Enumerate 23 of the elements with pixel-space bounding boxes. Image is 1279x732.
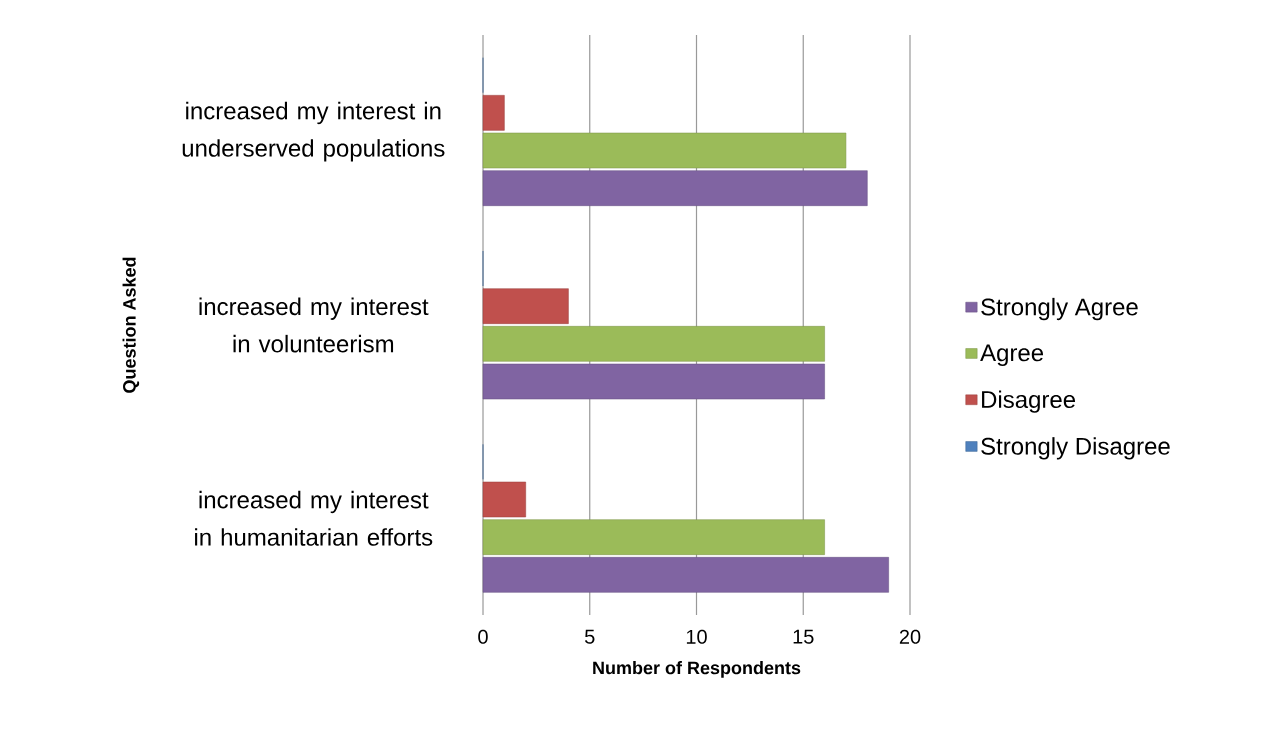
bar bbox=[482, 132, 847, 169]
x-tick-label: 0 bbox=[478, 629, 488, 644]
legend-label: Agree bbox=[980, 344, 1044, 367]
bar bbox=[482, 288, 569, 324]
y-tick-label: increased my interest in volunteerism bbox=[199, 297, 429, 353]
bar bbox=[482, 557, 889, 593]
x-tick-label: 15 bbox=[793, 629, 814, 644]
bar bbox=[482, 170, 868, 206]
y-axis-title: Question Asked bbox=[122, 257, 140, 393]
y-tick-label: increased my interest in underserved populations bbox=[182, 101, 445, 162]
bar bbox=[482, 363, 825, 400]
x-tick-label: 10 bbox=[686, 629, 707, 644]
bar bbox=[482, 95, 505, 131]
legend-label: Disagree bbox=[982, 390, 1076, 413]
bar bbox=[482, 326, 825, 362]
y-tick-label: increased my interest in humanitarian efforts bbox=[195, 490, 433, 546]
x-axis-title: Number of Respondents bbox=[593, 661, 801, 678]
legend-label: Strongly Agree bbox=[981, 297, 1138, 321]
bar bbox=[482, 519, 825, 555]
bar bbox=[482, 481, 526, 518]
x-tick-label: 20 bbox=[899, 629, 921, 644]
x-tick-label: 5 bbox=[584, 629, 595, 644]
legend-label: Strongly Disagree bbox=[981, 437, 1170, 460]
